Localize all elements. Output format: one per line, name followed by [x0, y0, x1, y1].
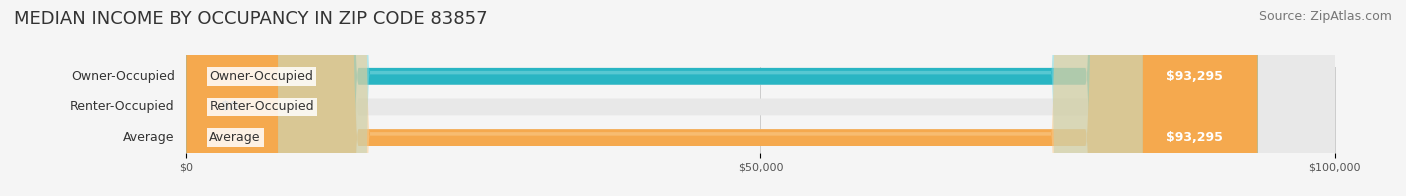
Text: MEDIAN INCOME BY OCCUPANCY IN ZIP CODE 83857: MEDIAN INCOME BY OCCUPANCY IN ZIP CODE 8… [14, 10, 488, 28]
Text: Average: Average [209, 131, 260, 144]
FancyBboxPatch shape [186, 0, 1257, 196]
Text: Owner-Occupied: Owner-Occupied [209, 70, 314, 83]
Text: Owner-Occupied: Owner-Occupied [70, 70, 174, 83]
FancyBboxPatch shape [186, 0, 1257, 196]
Text: $0: $0 [221, 100, 238, 113]
Text: $93,295: $93,295 [1166, 131, 1223, 144]
FancyBboxPatch shape [278, 0, 1143, 196]
Text: Renter-Occupied: Renter-Occupied [209, 100, 314, 113]
FancyBboxPatch shape [186, 0, 1334, 196]
FancyBboxPatch shape [186, 0, 1334, 196]
FancyBboxPatch shape [278, 0, 1143, 196]
FancyBboxPatch shape [186, 0, 1334, 196]
Text: Average: Average [124, 131, 174, 144]
Text: Source: ZipAtlas.com: Source: ZipAtlas.com [1258, 10, 1392, 23]
Text: $93,295: $93,295 [1166, 70, 1223, 83]
Text: Renter-Occupied: Renter-Occupied [70, 100, 174, 113]
